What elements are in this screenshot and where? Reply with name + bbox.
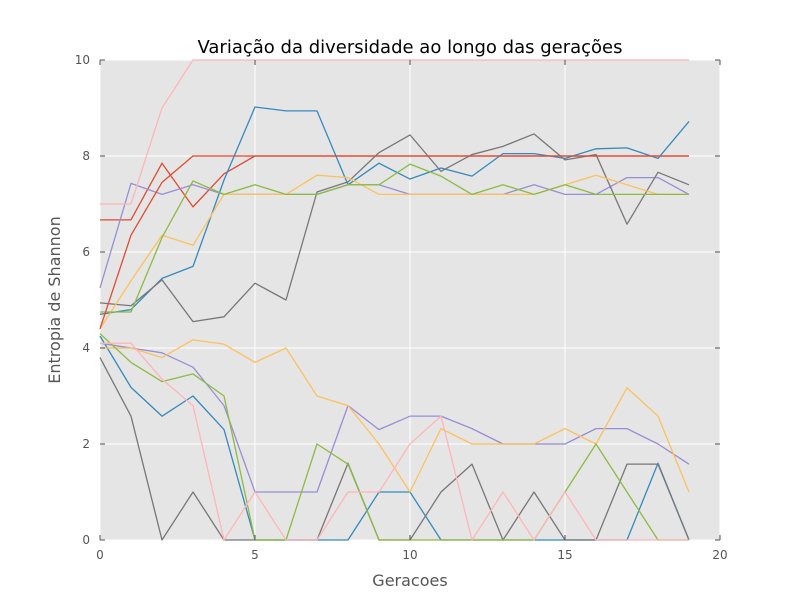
y-tick-label: 6 bbox=[82, 245, 90, 259]
series-line-5 bbox=[99, 174, 689, 330]
y-tick-label: 8 bbox=[82, 149, 90, 163]
chart-title: Variação da diversidade ao longo das ger… bbox=[197, 37, 622, 58]
y-tick-label: 4 bbox=[82, 341, 90, 355]
axis-ticks: 0 5 10 15 20 0 2 4 6 8 10 bbox=[75, 53, 728, 562]
series-line-8 bbox=[99, 155, 689, 330]
series-line-14 bbox=[100, 342, 689, 541]
series-line-6 bbox=[100, 163, 689, 313]
x-tick-label: 5 bbox=[251, 548, 259, 562]
y-axis-label: Entropia de Shannon bbox=[45, 216, 64, 383]
series-line-13 bbox=[99, 333, 689, 541]
series-line-2 bbox=[99, 106, 690, 316]
series-line-7 bbox=[100, 59, 689, 205]
y-tick-label: 2 bbox=[82, 437, 90, 451]
x-tick-label: 0 bbox=[96, 548, 104, 562]
y-tick-label: 0 bbox=[82, 533, 90, 547]
x-tick-label: 15 bbox=[557, 548, 572, 562]
series-group bbox=[99, 59, 690, 541]
x-tick-label: 20 bbox=[712, 548, 727, 562]
x-axis-label: Geracoes bbox=[372, 571, 447, 590]
series-line-10 bbox=[99, 342, 690, 493]
y-tick-label: 10 bbox=[75, 53, 90, 67]
x-tick-label: 10 bbox=[402, 548, 417, 562]
series-line-3 bbox=[99, 176, 690, 289]
